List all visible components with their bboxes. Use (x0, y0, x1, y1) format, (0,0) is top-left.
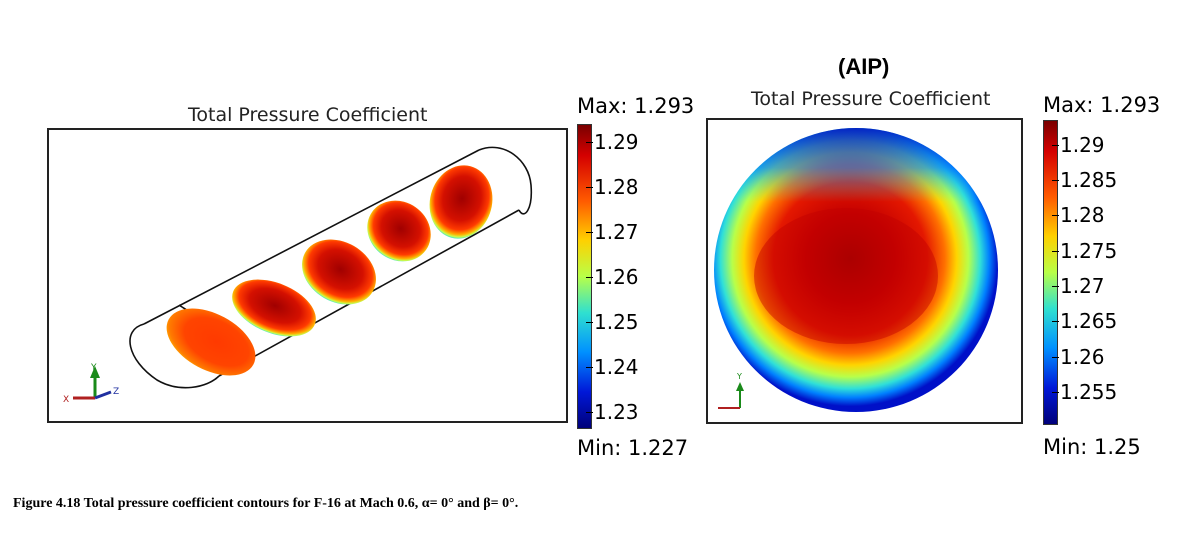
cross-section-slices (166, 165, 493, 376)
aip-disc-top-shade (714, 128, 998, 412)
left-tick: 1.23 (586, 400, 639, 424)
right-tick: 1.29 (1052, 133, 1105, 157)
duct-exit-outline (478, 146, 533, 215)
duct-slices-render: Y X Z (63, 146, 533, 405)
right-plot-title: Total Pressure Coefficient (751, 88, 991, 110)
right-tick: 1.265 (1051, 309, 1118, 333)
right-colorbar-ticks: 1.29 1.285 1.28 1.275 1.27 1.265 1.26 1.… (1051, 120, 1150, 425)
slice-3 (302, 239, 376, 305)
right-plot-area: Y (706, 118, 1023, 424)
slice-4 (367, 200, 431, 262)
axis-triad-right: Y (718, 372, 744, 409)
right-legend-min: Min: 1.25 (1043, 435, 1141, 459)
right-tick: 1.28 (1052, 203, 1105, 227)
aip-core-region (754, 208, 938, 344)
right-tick: 1.26 (1052, 345, 1105, 369)
left-tick: 1.29 (586, 130, 639, 154)
slice-1 (166, 308, 256, 376)
slice-5 (429, 165, 493, 239)
left-legend-min: Min: 1.227 (577, 436, 689, 460)
right-tick: 1.285 (1051, 168, 1118, 192)
axis-triad-left: Y X Z (63, 363, 119, 405)
left-tick: 1.25 (586, 310, 639, 334)
left-plot-title: Total Pressure Coefficient (188, 104, 428, 126)
left-legend-max: Max: 1.293 (577, 94, 695, 118)
figure-caption: Figure 4.18 Total pressure coefficient c… (13, 496, 519, 511)
slice-2 (232, 279, 316, 337)
right-tick: 1.27 (1052, 274, 1105, 298)
left-tick: 1.24 (586, 355, 639, 379)
aip-title: (AIP) (838, 54, 890, 79)
right-legend-max: Max: 1.293 (1043, 93, 1161, 117)
right-tick: 1.255 (1051, 380, 1118, 404)
right-colorbar (1043, 120, 1058, 425)
axis-y-label: Y (736, 372, 742, 381)
left-tick: 1.28 (586, 175, 639, 199)
right-tick: 1.275 (1051, 239, 1118, 263)
left-tick: 1.26 (586, 265, 639, 289)
left-tick: 1.27 (586, 220, 639, 244)
aip-contour-render: Y (714, 128, 998, 412)
left-plot-area: Y X Z (47, 128, 568, 423)
left-colorbar-ticks: 1.29 1.28 1.27 1.26 1.25 1.24 1.23 (586, 124, 684, 429)
duct-inlet-outline (129, 323, 220, 389)
duct-upper-line (143, 149, 480, 325)
axis-y-label: Y (90, 363, 97, 373)
left-colorbar (577, 124, 592, 429)
axis-z-label: Z (113, 387, 119, 397)
axis-x-label: X (63, 395, 69, 405)
